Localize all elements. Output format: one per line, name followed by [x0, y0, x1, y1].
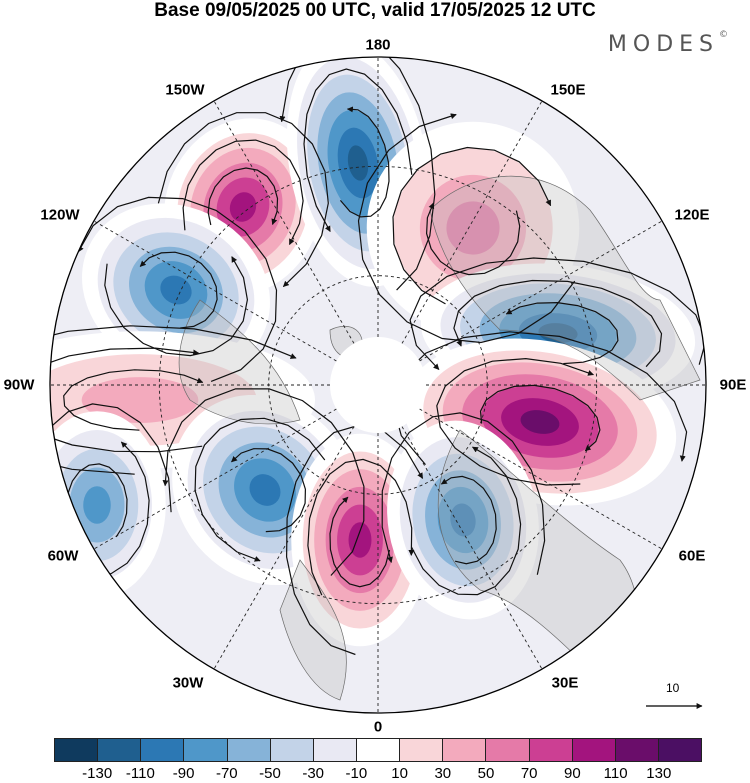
- anomaly-negative-7: [28, 411, 166, 599]
- lon-label-60w: 60W: [48, 548, 79, 565]
- colorbar: [54, 738, 702, 762]
- anomaly-field: [0, 28, 720, 730]
- colorbar-swatch: [573, 739, 616, 761]
- colorbar-swatch: [141, 739, 184, 761]
- lon-label-120e: 120E: [674, 207, 709, 224]
- polar-map: [0, 0, 750, 735]
- colorbar-tick-label: 70: [521, 765, 538, 782]
- lon-label-90e: 90E: [720, 377, 747, 394]
- colorbar-swatch: [314, 739, 357, 761]
- colorbar-tick-label: -30: [302, 765, 324, 782]
- colorbar-tick-label: 10: [391, 765, 408, 782]
- lon-label-90w: 90W: [4, 377, 35, 394]
- colorbar-tick-label: -50: [259, 765, 281, 782]
- colorbar-swatch: [443, 739, 486, 761]
- colorbar-swatch: [55, 739, 98, 761]
- colorbar-swatch: [98, 739, 141, 761]
- colorbar-swatch: [271, 739, 314, 761]
- colorbar-tick-label: -90: [173, 765, 195, 782]
- lon-label-150e: 150E: [550, 82, 585, 99]
- colorbar-swatch: [228, 739, 271, 761]
- pole-area: [330, 337, 426, 433]
- anomaly-contour: [83, 486, 111, 524]
- colorbar-tick-label: 90: [564, 765, 581, 782]
- colorbar-swatch: [530, 739, 573, 761]
- colorbar-tick-label: -110: [126, 765, 155, 782]
- lon-label-30e: 30E: [552, 675, 579, 692]
- colorbar-tick-label: -10: [346, 765, 368, 782]
- lon-label-180: 180: [365, 37, 390, 54]
- colorbar-swatch: [486, 739, 529, 761]
- lon-label-150w: 150W: [165, 82, 204, 99]
- lon-label-0: 0: [374, 719, 382, 736]
- colorbar-swatch: [357, 739, 400, 761]
- lon-label-60e: 60E: [679, 548, 706, 565]
- colorbar-swatch: [184, 739, 227, 761]
- vector-scale-label: 10: [666, 681, 679, 695]
- colorbar-tick-label: 30: [434, 765, 451, 782]
- colorbar-tick-label: 50: [478, 765, 495, 782]
- colorbar-swatch: [400, 739, 443, 761]
- colorbar-swatch: [616, 739, 659, 761]
- colorbar-tick-label: -70: [216, 765, 238, 782]
- colorbar-tick-label: 130: [646, 765, 671, 782]
- colorbar-tick-label: 110: [604, 765, 628, 782]
- lon-label-120w: 120W: [40, 207, 79, 224]
- colorbar-tick-label: -130: [82, 765, 112, 782]
- colorbar-swatch: [659, 739, 701, 761]
- lon-label-30w: 30W: [173, 675, 204, 692]
